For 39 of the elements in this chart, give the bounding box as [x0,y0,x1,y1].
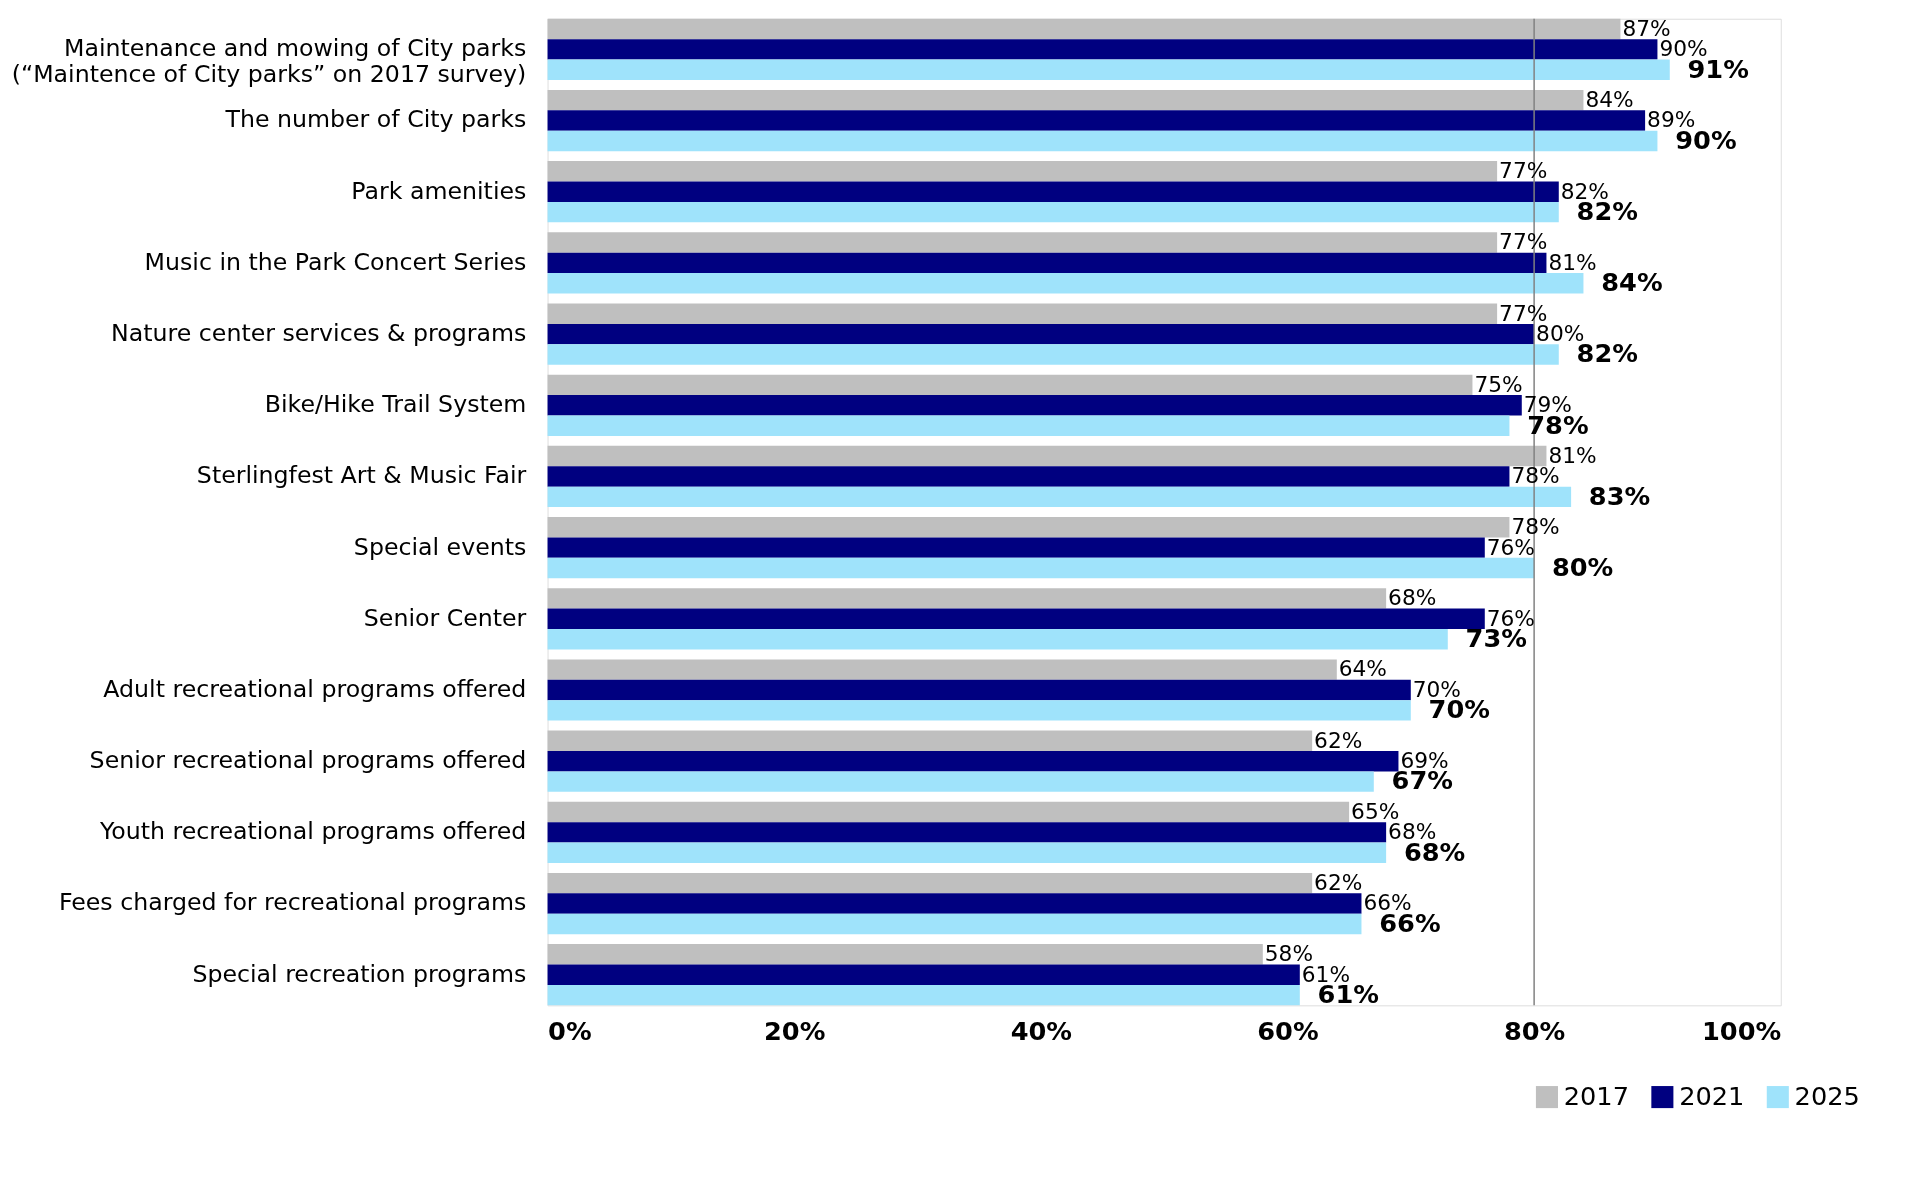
data-label: 65% [1351,798,1400,824]
y-tick-label: Senior Center [363,603,527,632]
x-tick-label: 60% [1257,1016,1319,1047]
data-label: 62% [1314,727,1363,753]
data-label: 77% [1499,229,1548,255]
data-label: 75% [1474,371,1523,397]
y-tick-label: Adult recreational programs offered [103,674,527,703]
y-tick-label: Youth recreational programs offered [98,817,527,846]
y-tick-label: Music in the Park Concert Series [144,247,527,276]
y-tick-label: Nature center services & programs [111,318,527,347]
x-tick-label: 80% [1503,1016,1566,1047]
x-tick-label: 40% [1010,1016,1073,1047]
data-label: 81% [1548,249,1597,275]
data-label: 77% [1499,300,1548,326]
data-label: 80% [1551,551,1614,582]
legend-label: 2025 [1794,1080,1860,1111]
data-label: 84% [1585,87,1634,113]
x-tick-label: 0% [548,1016,592,1047]
data-label: 68% [1388,585,1437,611]
data-label: 64% [1338,656,1387,682]
data-label: 87% [1622,15,1671,41]
y-tick-label: The number of City parks [224,105,527,134]
data-label: 58% [1264,941,1313,967]
x-tick-label: 20% [763,1016,826,1047]
data-label: 62% [1314,870,1363,896]
y-tick-label: Bike/Hike Trail System [264,390,527,419]
legend-label: 2021 [1679,1080,1745,1111]
data-label: 84% [1601,267,1663,298]
y-tick-label: Special recreation programs [192,959,527,988]
y-tick-label: Park amenities [351,176,527,205]
y-tick-label: Fees charged for recreational programs [58,888,527,917]
y-tick-label: Special events [353,532,527,561]
data-label: 83% [1588,480,1651,511]
data-label: 77% [1499,158,1548,184]
y-tick-label: Sterlingfest Art & Music Fair [196,461,527,490]
y-tick-label: Senior recreational programs offered [89,746,527,775]
legend-label: 2017 [1563,1080,1629,1111]
x-tick-label: 100% [1702,1016,1782,1047]
y-tick-label: Maintenance and mowing of City parks (“Maintence of City parks” on 2017 survey) [11,34,527,88]
